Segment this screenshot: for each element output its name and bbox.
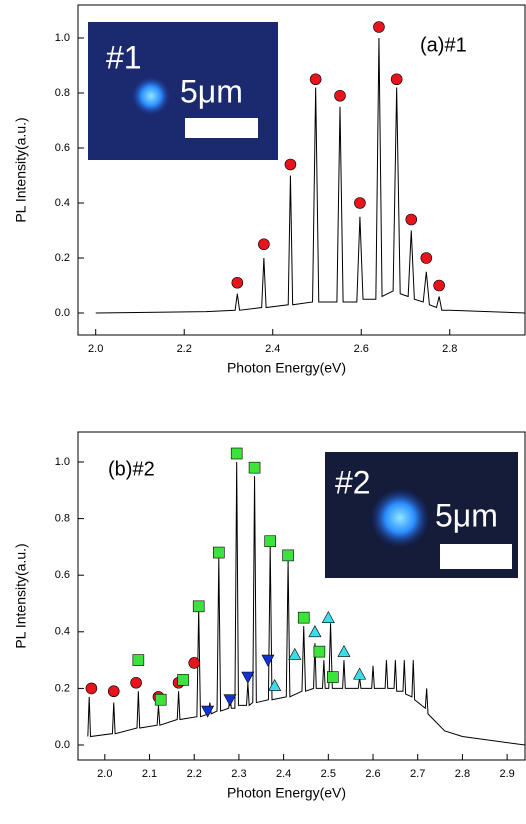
marker: [230, 447, 243, 460]
spectrum-line: [95, 37, 526, 314]
x-axis-label: Photon Energy(eV): [227, 360, 346, 376]
x-tick-label: 2.4: [276, 768, 291, 780]
y-tick-label: 0.6: [55, 142, 70, 154]
y-tick-label: 0.2: [55, 252, 70, 264]
marker: [390, 73, 403, 86]
scale-bar: [440, 544, 512, 569]
x-tick-label: 2.6: [354, 343, 369, 355]
marker: [313, 645, 326, 658]
y-tick-label: 0.4: [55, 197, 70, 209]
marker: [248, 461, 261, 474]
marker: [334, 89, 346, 102]
marker: [223, 694, 237, 707]
marker: [268, 678, 282, 691]
marker: [201, 705, 215, 718]
marker: [188, 657, 201, 669]
marker: [213, 546, 225, 559]
marker: [337, 644, 351, 657]
inset-label: #2: [335, 464, 371, 500]
marker: [231, 276, 244, 289]
inset-b: #2 5μm: [325, 452, 518, 578]
inset-spot: [370, 488, 430, 548]
marker: [373, 21, 385, 33]
marker: [308, 625, 322, 638]
y-axis-label: PL Intensity(a.u.): [13, 117, 29, 222]
marker: [288, 647, 302, 660]
marker: [264, 535, 277, 548]
marker: [297, 611, 310, 624]
x-tick-label: 2.3: [231, 768, 246, 780]
marker: [326, 671, 339, 683]
y-tick-label: 0.0: [55, 739, 70, 751]
y-tick-label: 1.0: [55, 32, 70, 44]
marker: [85, 682, 98, 695]
x-tick-label: 2.2: [177, 343, 192, 355]
y-tick-label: 0.6: [55, 569, 70, 581]
marker: [192, 600, 205, 613]
plot-frame: [77, 431, 526, 761]
x-tick-label: 2.4: [265, 343, 280, 355]
plot-frame: [77, 4, 526, 336]
marker: [354, 197, 366, 209]
x-tick-label: 2.1: [142, 768, 157, 780]
y-tick-label: 0.0: [55, 307, 70, 319]
y-tick-label: 1.0: [55, 456, 70, 468]
x-tick-label: 2.2: [187, 768, 202, 780]
y-tick-label: 0.4: [55, 626, 70, 638]
y-tick-label: 0.8: [55, 513, 70, 525]
marker: [433, 279, 445, 292]
marker: [405, 213, 418, 226]
marker: [420, 252, 433, 264]
y-tick-label: 0.2: [55, 682, 70, 694]
marker: [353, 667, 367, 680]
marker: [261, 654, 275, 667]
inset-label: #1: [106, 39, 142, 75]
marker: [154, 693, 167, 706]
marker: [258, 238, 270, 251]
x-axis-label: Photon Energy(eV): [227, 785, 346, 801]
marker: [107, 685, 120, 698]
x-tick-label: 2.9: [499, 768, 514, 780]
marker: [132, 654, 145, 666]
x-tick-label: 2.0: [88, 343, 103, 355]
panel-label: (b)#2: [108, 458, 155, 480]
marker: [177, 674, 189, 686]
marker: [321, 611, 335, 623]
scale-label: 5μm: [435, 497, 498, 533]
inset-a: #1 5μm: [88, 22, 278, 160]
marker: [284, 158, 297, 171]
inset-spot: [131, 76, 171, 116]
panel-label: (a)#1: [420, 34, 467, 56]
x-tick-label: 2.0: [97, 768, 112, 780]
x-tick-label: 2.7: [410, 768, 425, 780]
marker: [309, 73, 322, 86]
x-tick-label: 2.8: [455, 768, 470, 780]
marker: [241, 671, 255, 684]
y-tick-label: 0.8: [55, 87, 70, 99]
x-tick-label: 2.8: [442, 343, 457, 355]
x-tick-label: 2.6: [365, 768, 380, 780]
x-tick-label: 2.5: [321, 768, 336, 780]
scale-bar: [185, 118, 258, 138]
y-axis-label: PL Intensity(a.u.): [13, 543, 29, 648]
marker: [282, 549, 294, 562]
marker: [130, 676, 142, 689]
scale-label: 5μm: [180, 73, 243, 109]
